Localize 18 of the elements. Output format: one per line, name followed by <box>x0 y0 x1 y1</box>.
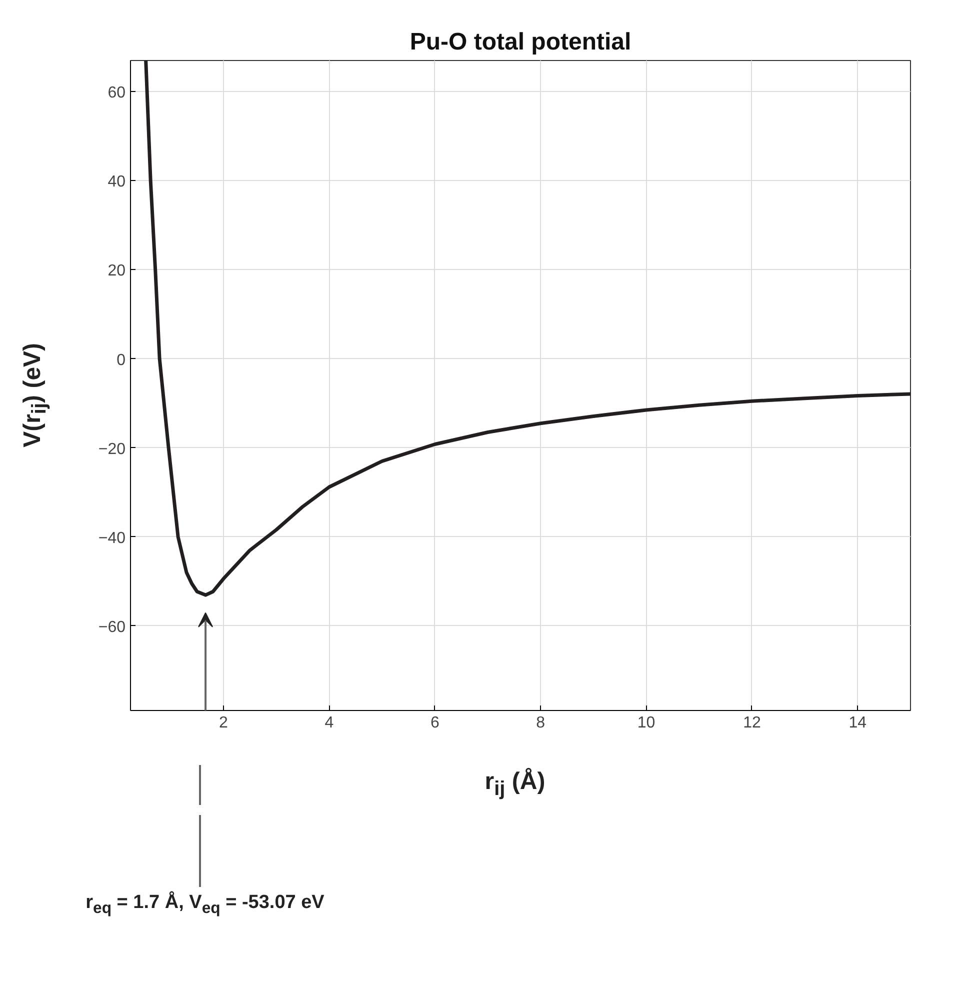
x-tick-label: 6 <box>430 714 440 732</box>
y-tick-label: 20 <box>108 262 126 280</box>
x-tick-label: 12 <box>743 714 761 732</box>
chart-title: Pu-O total potential <box>410 28 632 56</box>
x-tick-label: 10 <box>637 714 656 732</box>
y-tick-label: 60 <box>108 84 126 102</box>
line-series <box>144 60 910 597</box>
y-tick-label: −60 <box>98 618 126 636</box>
text: r$_{eq}$ = 1.7 Å, V$_{eq}$ = -53.07 eV <box>84 890 326 919</box>
x-tick-label: 4 <box>324 714 334 732</box>
y-tick-label: −20 <box>98 440 126 458</box>
x-tick-label: 8 <box>536 714 546 732</box>
x-tick-label: 2 <box>219 714 228 732</box>
x-axis-title: r$_{ij}$ (Å) <box>484 766 546 802</box>
y-tick-label: −40 <box>98 530 126 547</box>
y-tick-label: 0 <box>116 352 126 369</box>
y-tick-label: 40 <box>108 174 126 191</box>
x-tick-label: 14 <box>848 714 867 732</box>
